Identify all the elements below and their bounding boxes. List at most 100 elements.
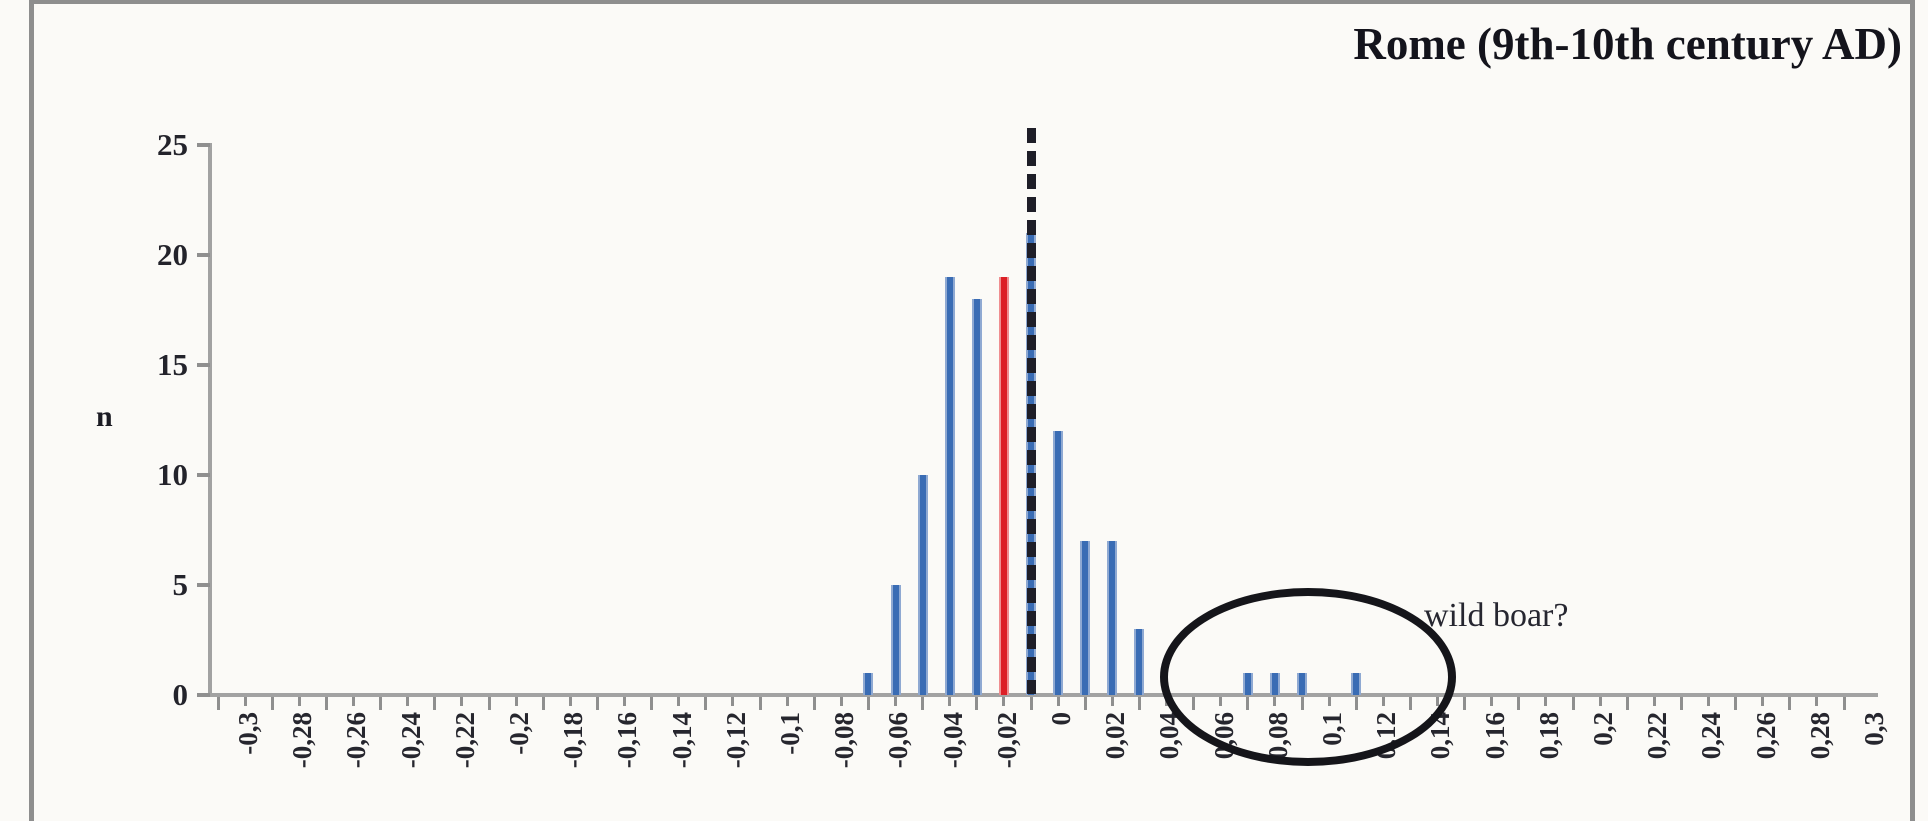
y-tick-label: 10 <box>157 457 188 492</box>
x-tick-label: 0,3 <box>1859 712 1889 746</box>
x-tick <box>460 697 464 706</box>
x-tick <box>1815 697 1819 706</box>
x-tick <box>650 697 654 710</box>
x-tick-label: -0,24 <box>395 712 426 769</box>
x-tick-label: -0,2 <box>504 712 534 755</box>
x-tick <box>352 697 355 706</box>
bar <box>1080 541 1091 695</box>
chart-title: Rome (9th-10th century AD) <box>1353 19 1902 69</box>
y-tick <box>197 473 210 477</box>
x-tick <box>758 697 762 710</box>
x-tick <box>1056 697 1060 706</box>
x-tick-label: -0,22 <box>449 712 480 769</box>
bar <box>971 299 982 695</box>
y-tick <box>197 693 210 697</box>
bar <box>1053 431 1064 695</box>
x-tick-label: 0,16 <box>1479 712 1510 760</box>
x-tick-label: -0,1 <box>775 712 805 755</box>
y-axis-title: n <box>96 400 113 433</box>
x-tick <box>731 697 735 706</box>
x-tick-label: -0,08 <box>829 712 860 769</box>
y-tick-label: 20 <box>157 237 188 272</box>
x-tick-label: -0,18 <box>558 712 589 769</box>
frame-left-border <box>29 0 34 821</box>
x-tick <box>433 697 437 710</box>
bar <box>944 277 955 695</box>
bar <box>890 585 901 695</box>
x-tick <box>1463 697 1467 710</box>
x-tick-label: -0,14 <box>666 712 697 769</box>
x-tick-label: 0,26 <box>1750 712 1781 760</box>
x-tick-label: 0,2 <box>1588 712 1618 746</box>
x-tick-label: 0,18 <box>1533 712 1564 760</box>
x-tick <box>270 697 274 710</box>
x-tick <box>1110 697 1114 706</box>
x-tick-label: -0,02 <box>991 712 1022 769</box>
x-tick <box>1652 697 1656 706</box>
x-tick <box>1083 697 1087 710</box>
x-tick-label: -0,04 <box>937 712 968 769</box>
x-tick <box>1517 697 1521 710</box>
x-tick <box>568 697 572 706</box>
x-tick <box>1625 697 1629 710</box>
x-tick <box>1571 697 1575 710</box>
x-tick-label: -0,06 <box>883 712 914 769</box>
x-tick <box>704 697 708 710</box>
bar <box>1107 541 1118 695</box>
bar <box>863 673 874 695</box>
x-tick <box>324 697 328 710</box>
x-tick <box>812 697 816 710</box>
frame-top-border <box>29 0 1915 4</box>
x-tick <box>379 697 383 710</box>
y-tick <box>197 583 210 587</box>
x-tick <box>1544 697 1548 706</box>
x-tick <box>243 697 247 706</box>
y-axis-line <box>208 143 212 696</box>
x-tick-label: -0,12 <box>720 712 751 769</box>
x-tick <box>487 697 491 710</box>
x-tick <box>297 697 301 706</box>
zero-dashed-line <box>1027 128 1036 694</box>
y-tick-label: 25 <box>157 127 188 162</box>
x-tick <box>677 697 681 706</box>
x-tick <box>1598 697 1602 706</box>
y-tick-label: 5 <box>172 567 189 602</box>
x-tick <box>1788 697 1792 710</box>
x-axis-line <box>206 693 1878 697</box>
bar <box>917 475 928 695</box>
y-tick <box>197 363 210 367</box>
x-tick <box>1137 697 1141 710</box>
y-tick <box>197 253 210 257</box>
x-tick <box>948 697 952 706</box>
x-tick <box>839 697 843 706</box>
x-tick <box>975 697 979 710</box>
x-tick <box>216 697 220 710</box>
x-tick <box>921 697 925 710</box>
wild-boar-annotation-label: wild boar? <box>1424 597 1569 634</box>
x-tick-label: 0,28 <box>1804 712 1835 760</box>
bar-highlighted <box>998 277 1009 695</box>
x-tick-label: -0,3 <box>233 712 263 755</box>
x-tick <box>1707 697 1710 706</box>
x-tick <box>1679 697 1683 710</box>
x-tick <box>1029 697 1033 710</box>
bar <box>1134 629 1145 695</box>
x-tick-label: -0,28 <box>287 712 318 769</box>
y-tick <box>197 143 210 147</box>
x-tick <box>514 697 518 706</box>
x-tick <box>1842 697 1846 710</box>
ellipse-annotation <box>1160 588 1456 766</box>
x-tick <box>623 697 626 706</box>
x-tick-label: 0,22 <box>1642 712 1673 760</box>
x-tick <box>1734 697 1738 710</box>
x-tick-label: -0,16 <box>612 712 643 769</box>
y-tick-label: 0 <box>172 677 189 712</box>
x-tick <box>1490 697 1494 706</box>
x-tick-label: 0,02 <box>1100 712 1131 760</box>
x-tick-label: -0,26 <box>341 712 372 769</box>
x-tick <box>595 697 599 710</box>
x-tick-label: 0 <box>1046 712 1076 726</box>
x-tick <box>406 697 410 706</box>
y-tick-label: 15 <box>157 347 188 382</box>
